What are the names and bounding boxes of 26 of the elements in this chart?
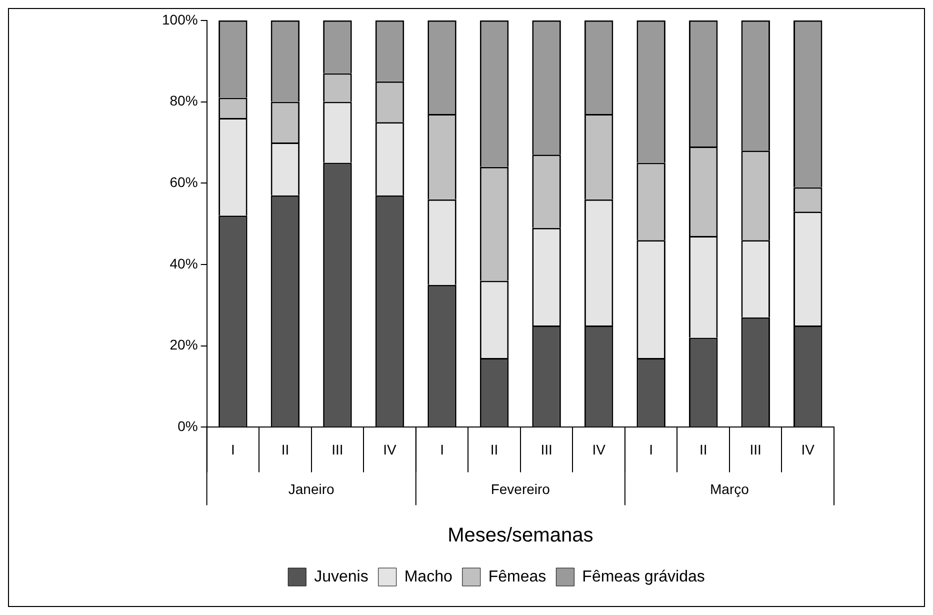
text: Janeiro	[288, 481, 335, 498]
x-tick-label: IV	[801, 441, 816, 458]
y-tick-label: 60%	[170, 174, 198, 190]
x-tick-label: III	[750, 441, 762, 458]
text: Março	[710, 481, 750, 498]
x-tick-label: I	[440, 441, 444, 458]
x-tick-label: II	[490, 441, 498, 458]
x-tick-label: II	[281, 441, 290, 458]
legend-label: Fêmeas	[488, 568, 546, 586]
y-tick-label: 40%	[170, 255, 198, 272]
x-tick-label: IV	[383, 441, 398, 458]
legend-label: Fêmeas grávidas	[582, 568, 705, 586]
x-tick-label: IV	[592, 441, 606, 458]
x-tick-label: III	[540, 441, 552, 458]
text: Fevereiro	[490, 481, 550, 498]
x-tick-label: I	[230, 441, 235, 458]
x-axis-title: Meses/semanas	[448, 524, 594, 547]
y-tick-label: 80%	[170, 92, 198, 109]
y-tick-label: 100%	[162, 11, 198, 28]
legend-label: Juvenis	[314, 568, 368, 586]
y-tick-label: 20%	[170, 336, 198, 353]
x-tick-label: I	[649, 441, 654, 458]
x-tick-label: II	[699, 441, 708, 458]
x-tick-label: III	[332, 441, 344, 458]
legend-label: Macho	[404, 568, 452, 586]
y-tick-label: 0%	[178, 418, 198, 434]
